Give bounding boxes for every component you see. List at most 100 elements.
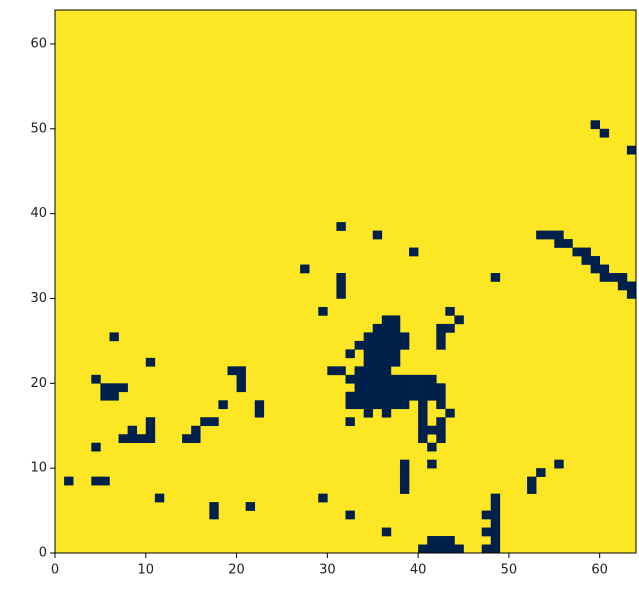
cell [146, 417, 155, 426]
cell [491, 273, 500, 282]
cell [418, 545, 427, 554]
cell [146, 426, 155, 435]
cell [346, 400, 355, 409]
cell [373, 375, 382, 384]
cell [373, 366, 382, 375]
cell [427, 383, 436, 392]
cell [382, 349, 391, 358]
cell [346, 392, 355, 401]
cell [246, 502, 255, 511]
cell [209, 417, 218, 426]
cell [391, 332, 400, 341]
cell [382, 315, 391, 324]
cell [373, 383, 382, 392]
cell [427, 426, 436, 435]
cell [491, 502, 500, 511]
cell [382, 375, 391, 384]
cell [209, 511, 218, 520]
x-tick-label: 0 [51, 563, 59, 578]
cell [436, 545, 445, 554]
cell [427, 392, 436, 401]
cell [382, 383, 391, 392]
cell [227, 366, 236, 375]
cell [382, 341, 391, 350]
cell [318, 307, 327, 316]
cell [409, 248, 418, 257]
cell [364, 358, 373, 367]
cell [382, 366, 391, 375]
cell [618, 282, 627, 291]
cell [91, 477, 100, 486]
cell [400, 477, 409, 486]
cell [373, 324, 382, 333]
cell [355, 341, 364, 350]
cell [436, 400, 445, 409]
cell [364, 409, 373, 418]
cell [427, 545, 436, 554]
cell [391, 383, 400, 392]
cell [391, 400, 400, 409]
cell [400, 468, 409, 477]
cell [364, 383, 373, 392]
cell [445, 536, 454, 545]
cell [391, 358, 400, 367]
cell [600, 129, 609, 138]
cell [91, 375, 100, 384]
cell [364, 375, 373, 384]
cell [427, 536, 436, 545]
cell [346, 375, 355, 384]
cell [391, 324, 400, 333]
cell [582, 256, 591, 265]
y-tick-label: 30 [30, 291, 47, 306]
cell [336, 366, 345, 375]
cell [400, 332, 409, 341]
cell [491, 545, 500, 554]
cell [382, 400, 391, 409]
cell [355, 392, 364, 401]
cell [554, 231, 563, 240]
cell [582, 248, 591, 257]
cell [364, 400, 373, 409]
x-tick-label: 60 [591, 563, 608, 578]
cell [382, 409, 391, 418]
y-tick-label: 40 [30, 206, 47, 221]
y-tick-label: 0 [39, 546, 47, 561]
cell [418, 400, 427, 409]
cell [563, 239, 572, 248]
cell [491, 536, 500, 545]
cell [591, 256, 600, 265]
cell [382, 392, 391, 401]
cell [418, 426, 427, 435]
cell [600, 265, 609, 274]
cell [373, 341, 382, 350]
cell [364, 392, 373, 401]
cell [346, 349, 355, 358]
cell [373, 332, 382, 341]
cell [182, 434, 191, 443]
cell [418, 409, 427, 418]
cell [491, 528, 500, 537]
cell [609, 273, 618, 282]
cell [100, 392, 109, 401]
cell [445, 324, 454, 333]
cell [382, 528, 391, 537]
cell [155, 494, 164, 503]
x-tick-label: 50 [501, 563, 518, 578]
cell [591, 120, 600, 129]
cell [627, 282, 636, 291]
x-tick-label: 20 [228, 563, 245, 578]
cell [355, 375, 364, 384]
y-tick-label: 60 [30, 36, 47, 51]
cell [418, 383, 427, 392]
cell [409, 383, 418, 392]
cell [237, 366, 246, 375]
cell [391, 315, 400, 324]
cell [373, 392, 382, 401]
cell [355, 383, 364, 392]
cell [218, 400, 227, 409]
cell [355, 366, 364, 375]
y-tick-label: 20 [30, 376, 47, 391]
cell [545, 231, 554, 240]
chart: 01020304050600102030405060 [0, 0, 639, 586]
cell [146, 434, 155, 443]
